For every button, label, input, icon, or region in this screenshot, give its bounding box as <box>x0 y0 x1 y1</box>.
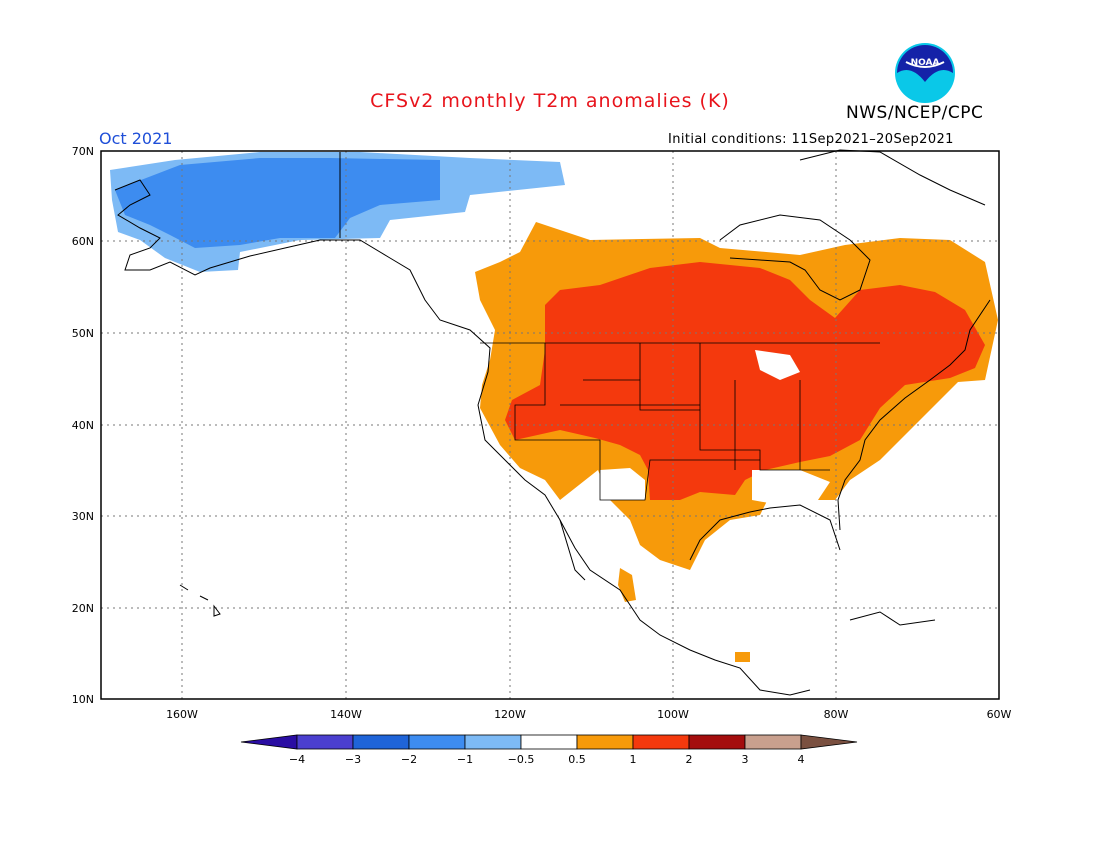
colorbar-label: 1 <box>630 753 637 766</box>
light-blue-region <box>110 152 565 272</box>
colorbar-segment <box>352 734 410 750</box>
colorbar-segment <box>240 734 298 750</box>
colorbar-segment <box>296 734 354 750</box>
lon-label: 60W <box>987 708 1012 721</box>
lat-label: 70N <box>72 145 94 158</box>
logo-text: NOAA <box>911 58 940 68</box>
colorbar-segment <box>576 734 634 750</box>
neutral-southwest <box>598 468 645 500</box>
initial-conditions: Initial conditions: 11Sep2021–20Sep2021 <box>668 132 954 147</box>
lat-label: 50N <box>72 327 94 340</box>
anomaly-shading <box>110 152 998 662</box>
neutral-southeast <box>752 470 830 505</box>
orange-mexico-region <box>618 568 636 602</box>
colorbar-segment <box>464 734 522 750</box>
colorbar-label: −1 <box>457 753 473 766</box>
colorbar-segment <box>408 734 466 750</box>
red-orange-region <box>505 262 985 500</box>
lon-label: 80W <box>824 708 849 721</box>
lon-label: 140W <box>330 708 362 721</box>
longitude-labels: 160W 140W 120W 100W 80W 60W <box>166 708 1011 721</box>
colorbar-segment <box>632 734 690 750</box>
lat-label: 10N <box>72 693 94 706</box>
lat-label: 20N <box>72 602 94 615</box>
colorbar-label: −0.5 <box>508 753 535 766</box>
colorbar-label: 3 <box>742 753 749 766</box>
colorbar-label: 4 <box>798 753 805 766</box>
colorbar-label: −3 <box>345 753 361 766</box>
colorbar <box>240 734 858 750</box>
colorbar-label: 2 <box>686 753 693 766</box>
coastlines <box>114 149 991 696</box>
colorbar-segment <box>520 734 578 750</box>
lon-label: 100W <box>657 708 689 721</box>
noaa-logo: NOAA <box>895 43 955 103</box>
forecast-month: Oct 2021 <box>99 129 173 148</box>
colorbar-segment <box>800 734 858 750</box>
lat-label: 40N <box>72 419 94 432</box>
agency-label: NWS/NCEP/CPC <box>846 103 984 123</box>
lat-label: 60N <box>72 235 94 248</box>
colorbar-label: 0.5 <box>568 753 586 766</box>
map-title: CFSv2 monthly T2m anomalies (K) <box>370 90 730 112</box>
orange-region <box>475 222 998 570</box>
blue-region <box>115 158 440 248</box>
latitude-labels: 70N 60N 50N 40N 30N 20N 10N <box>72 145 94 706</box>
colorbar-label: −2 <box>401 753 417 766</box>
lon-label: 160W <box>166 708 198 721</box>
orange-cam-region <box>735 652 750 662</box>
state-borders <box>480 342 880 501</box>
lon-label: 120W <box>494 708 526 721</box>
colorbar-segment <box>744 734 802 750</box>
colorbar-label: −4 <box>289 753 305 766</box>
graticule <box>101 151 999 699</box>
lat-label: 30N <box>72 510 94 523</box>
colorbar-segment <box>688 734 746 750</box>
map-frame <box>100 150 1000 700</box>
colorbar-labels: −4 −3 −2 −1 −0.5 0.5 1 2 3 4 <box>289 753 805 766</box>
neutral-great-lakes <box>755 350 800 380</box>
